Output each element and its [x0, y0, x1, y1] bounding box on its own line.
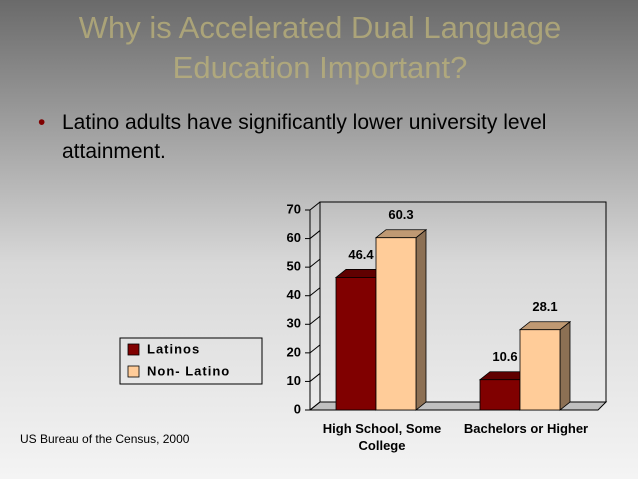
y-tick-diag — [309, 373, 321, 382]
y-tick-diag — [309, 230, 321, 239]
bar — [375, 237, 417, 411]
y-tick-diag — [309, 287, 321, 297]
y-tick-label: 60 — [287, 230, 301, 245]
y-tick-label: 30 — [287, 316, 301, 331]
x-tick-label: Bachelors or Higher — [463, 421, 589, 436]
bar-side — [415, 228, 427, 411]
y-tick-label: 10 — [287, 373, 301, 388]
y-tick-label: 40 — [287, 287, 301, 302]
y-tick-label: 50 — [287, 259, 301, 274]
legend-label: Latinos — [147, 341, 200, 356]
y-tick-diag — [309, 201, 321, 211]
slide-title: Why is Accelerated Dual Language Educati… — [78, 10, 562, 85]
y-tick-label: 0 — [294, 401, 301, 416]
value-label: 60.3 — [388, 207, 413, 222]
legend-box — [119, 337, 263, 385]
y-tick-diag — [309, 258, 321, 268]
y-tick-diag — [309, 344, 321, 354]
value-label: 46.4 — [348, 247, 374, 262]
y-tick-diag — [309, 315, 321, 325]
y-tick-diag — [309, 401, 321, 411]
bar — [519, 329, 561, 411]
legend-swatch — [127, 365, 140, 378]
legend-label: Non- Latino — [147, 363, 230, 378]
bar-side — [559, 320, 571, 411]
y-tick-label: 70 — [287, 201, 301, 216]
bar — [479, 379, 521, 411]
source-note: US Bureau of the Census, 2000 — [20, 432, 190, 446]
value-label: 10.6 — [492, 349, 517, 364]
bullet-text: Latino adults have significantly lower u… — [38, 108, 622, 166]
y-tick-label: 20 — [287, 344, 301, 359]
legend-swatch — [127, 343, 140, 356]
bar — [335, 277, 377, 411]
x-tick-label: High School, Some College — [322, 421, 442, 453]
value-label: 28.1 — [532, 299, 557, 314]
